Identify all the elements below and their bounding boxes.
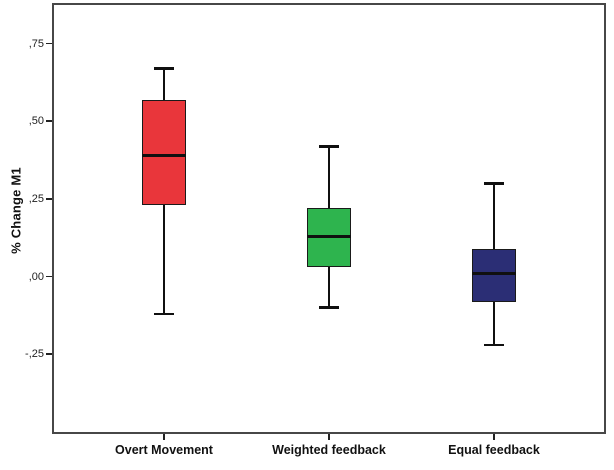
category-label: Overt Movement bbox=[115, 443, 213, 457]
x-axis-tick bbox=[328, 434, 330, 440]
y-axis-tick-label: -,25 bbox=[25, 348, 44, 361]
whisker-cap-bottom bbox=[484, 343, 504, 347]
median-line bbox=[142, 154, 186, 158]
y-axis-tick bbox=[46, 120, 52, 123]
median-line bbox=[472, 272, 516, 276]
box-1 bbox=[142, 99, 186, 206]
y-axis-tick-label: ,50 bbox=[28, 115, 44, 128]
plot-area bbox=[52, 3, 606, 434]
y-axis-tick bbox=[46, 275, 52, 278]
y-axis-tick-label: ,25 bbox=[28, 193, 44, 206]
median-line bbox=[307, 234, 351, 238]
y-axis-tick-label: ,00 bbox=[28, 270, 44, 283]
category-label: Equal feedback bbox=[448, 443, 540, 457]
x-axis-tick bbox=[163, 434, 165, 440]
y-axis-tick bbox=[46, 42, 52, 45]
whisker-cap-top bbox=[484, 182, 504, 185]
whisker-cap-top bbox=[319, 145, 339, 148]
whisker-cap-bottom bbox=[154, 312, 174, 316]
whisker-cap-top bbox=[154, 67, 174, 71]
x-axis-tick bbox=[493, 434, 495, 440]
y-axis-tick bbox=[46, 353, 52, 355]
y-axis-tick bbox=[46, 198, 52, 200]
whisker-cap-bottom bbox=[319, 306, 339, 309]
y-axis-tick-label: ,75 bbox=[28, 37, 44, 50]
category-label: Weighted feedback bbox=[272, 443, 386, 457]
y-axis-title: % Change M1 bbox=[8, 167, 24, 254]
